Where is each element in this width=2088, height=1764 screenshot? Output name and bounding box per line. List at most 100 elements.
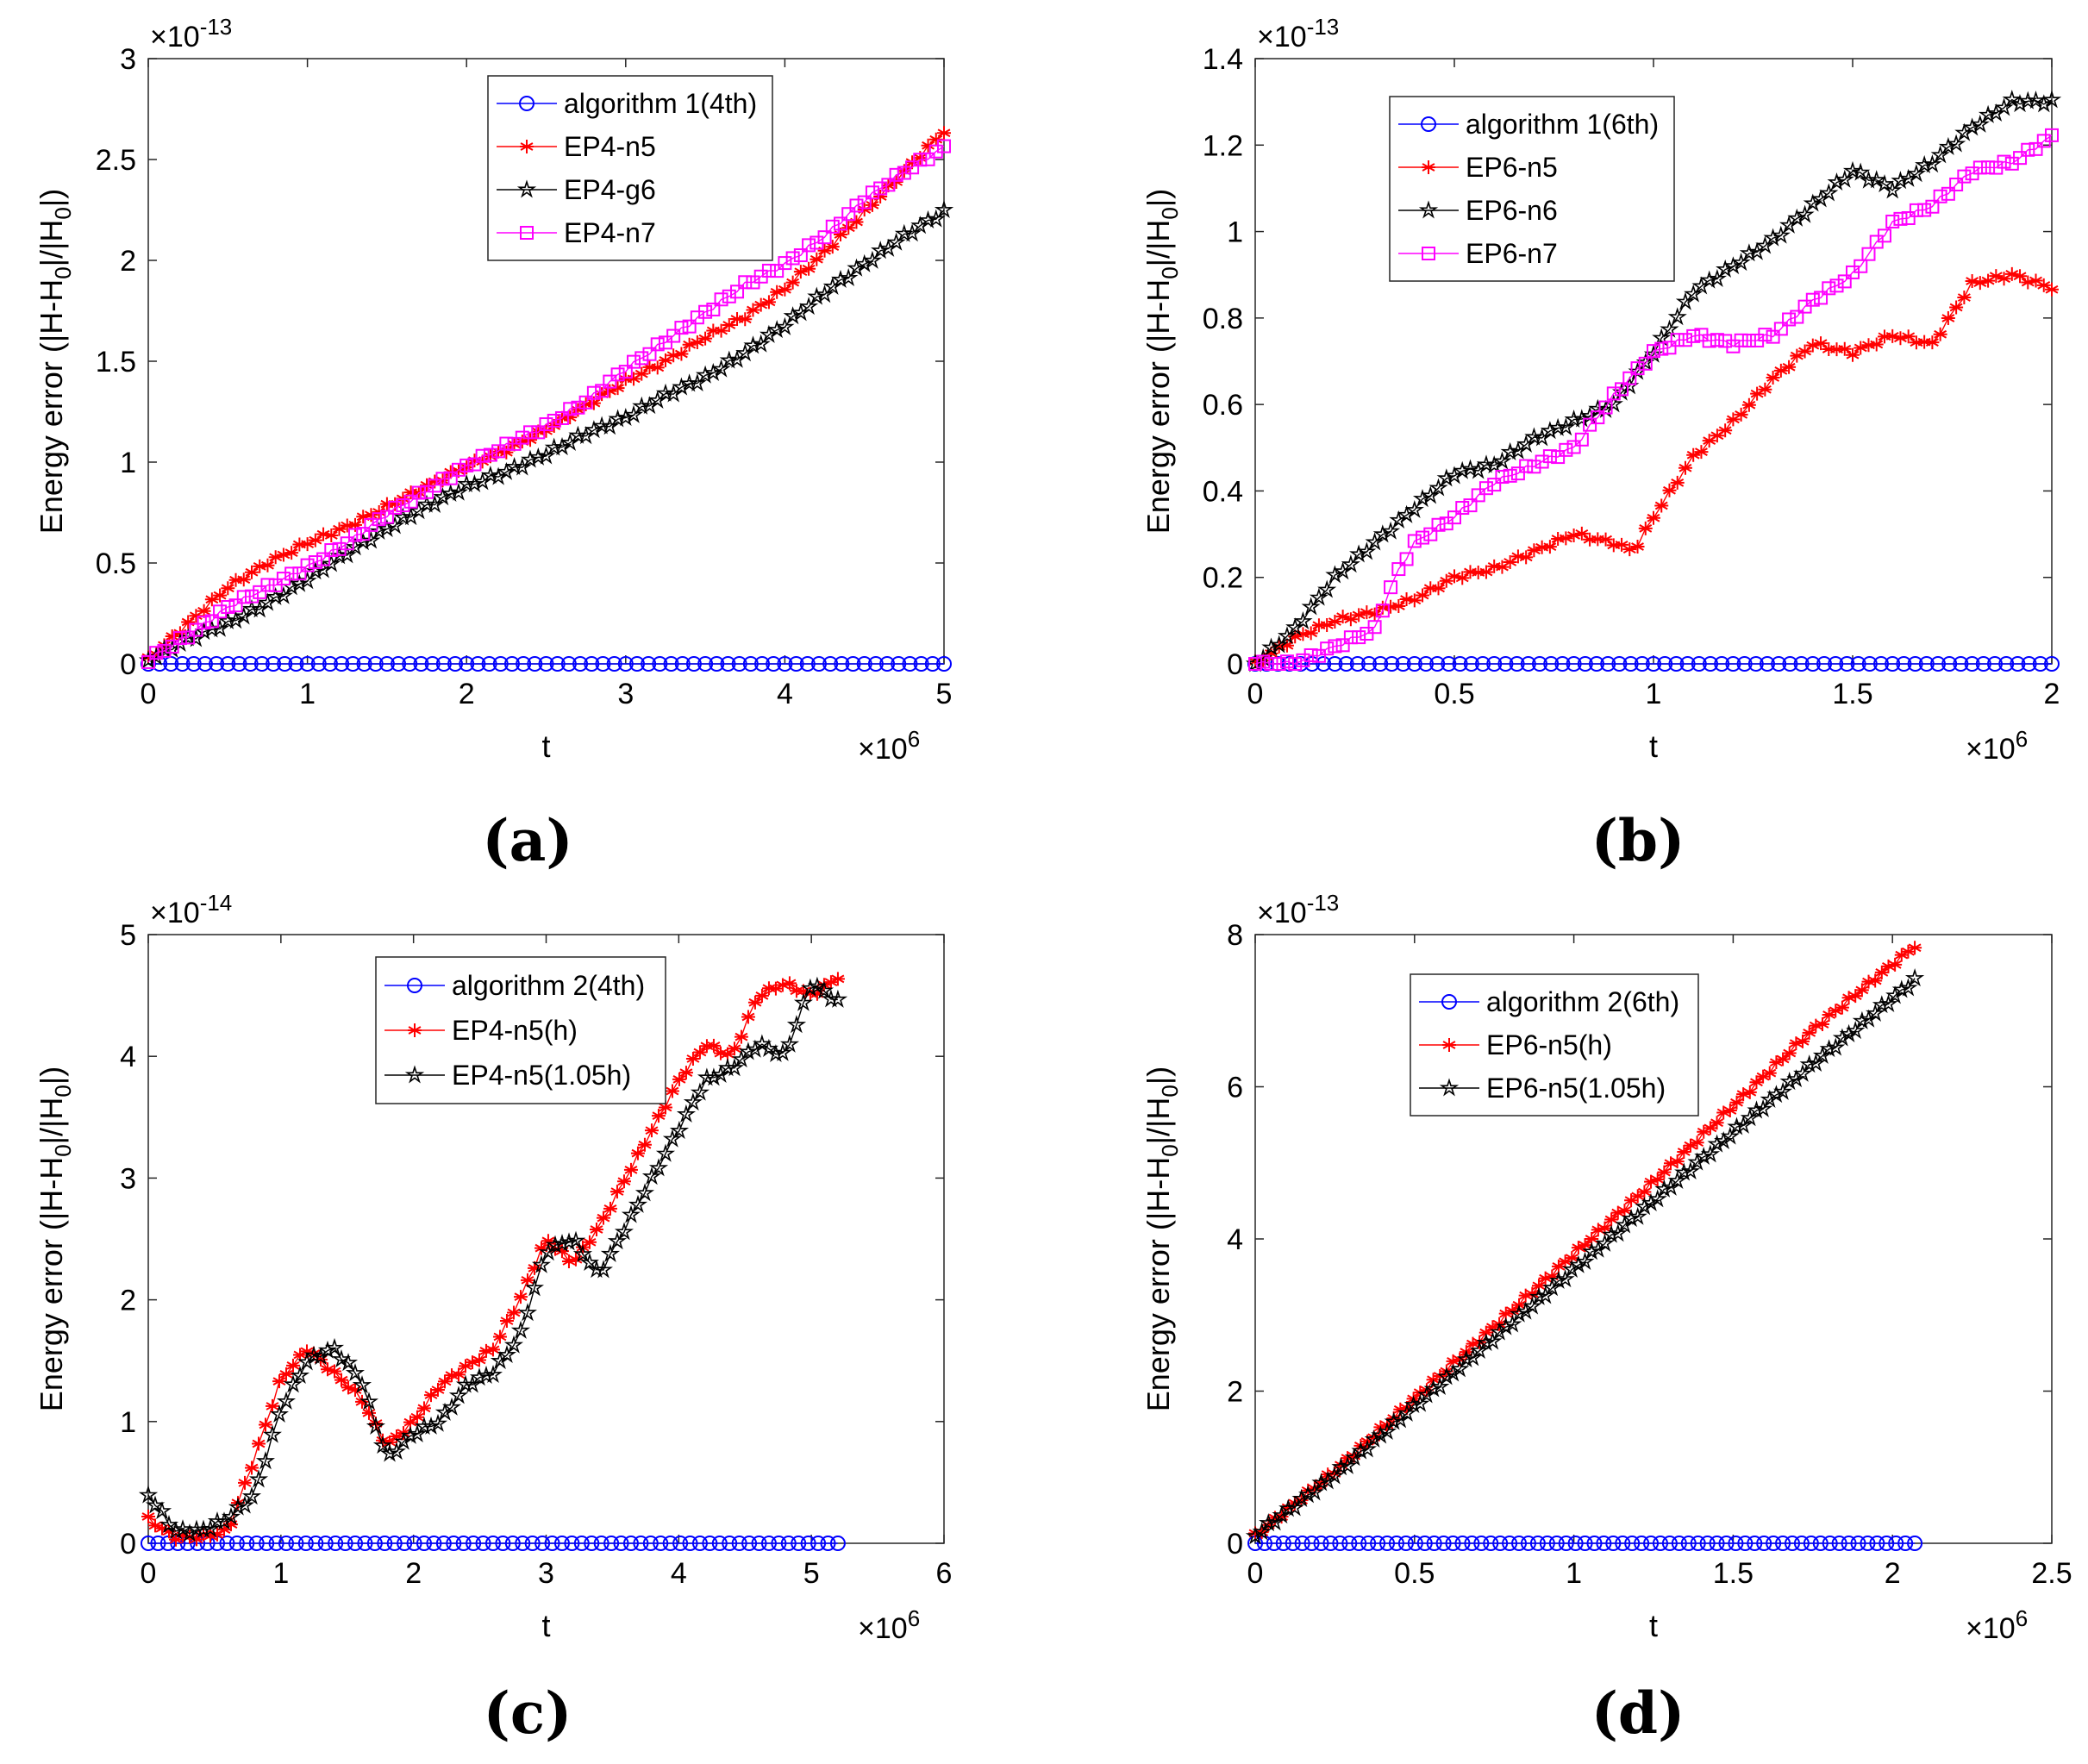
data-point — [635, 366, 649, 381]
data-point — [1634, 1536, 1650, 1551]
data-point — [1478, 481, 1493, 496]
x-tick-label: 1 — [1646, 678, 1662, 710]
data-point — [308, 555, 322, 570]
data-point — [1256, 654, 1271, 669]
data-point — [2010, 656, 2026, 672]
data-point — [1565, 1251, 1579, 1266]
data-point — [1331, 1457, 1351, 1476]
y-exponent: ×10-14 — [150, 890, 232, 929]
data-point — [703, 1067, 724, 1086]
data-point — [1252, 1522, 1272, 1541]
data-point — [568, 1252, 583, 1267]
data-point — [1766, 1085, 1786, 1104]
data-point — [1776, 1052, 1791, 1067]
data-point — [520, 1273, 535, 1287]
data-point — [1460, 459, 1480, 478]
data-point — [586, 396, 601, 410]
data-point — [181, 615, 196, 629]
data-point — [924, 656, 941, 672]
data-point — [268, 1536, 284, 1551]
data-point — [535, 1536, 551, 1551]
data-point — [347, 528, 362, 542]
data-point — [1772, 1081, 1793, 1100]
data-point — [1248, 654, 1262, 669]
data-point — [324, 543, 339, 558]
data-point — [1747, 241, 1767, 260]
data-point — [655, 383, 676, 402]
y-tick-label: 0.4 — [1203, 475, 1243, 508]
data-point — [823, 975, 838, 990]
data-point — [2045, 282, 2059, 297]
data-point — [197, 616, 211, 630]
data-point — [1998, 656, 2015, 672]
legend-entry: EP6-n5 — [1466, 152, 1558, 183]
data-point — [1965, 274, 1979, 288]
data-point — [1694, 445, 1709, 460]
data-point — [793, 248, 808, 263]
data-point — [1595, 1233, 1615, 1252]
data-point — [239, 1536, 255, 1551]
data-point — [510, 1320, 531, 1339]
data-point — [582, 1235, 597, 1249]
data-point — [1869, 337, 1884, 352]
data-point — [554, 1244, 569, 1259]
data-point — [451, 1367, 466, 1382]
data-point — [610, 1185, 624, 1199]
data-point — [1293, 611, 1313, 630]
data-point — [1527, 460, 1541, 474]
data-point — [334, 1373, 348, 1387]
series-0 — [1247, 1536, 1923, 1551]
data-point — [236, 590, 251, 604]
data-point — [584, 1536, 600, 1551]
y-tick-label: 0 — [120, 1528, 136, 1561]
data-point — [1891, 979, 1911, 998]
chart-panel-2: 0 1 2 3 4 5 6 0 1 2 3 4 5 ×10-14 ×106 t Energy error (|H… — [34, 890, 952, 1645]
data-point — [1303, 1536, 1320, 1551]
data-point — [443, 471, 458, 485]
data-point — [1378, 1421, 1397, 1441]
data-point — [1486, 656, 1503, 672]
data-point — [300, 558, 315, 572]
data-point — [1384, 656, 1400, 672]
data-point — [1664, 1156, 1678, 1171]
data-point — [1622, 371, 1637, 385]
data-point — [817, 243, 832, 258]
data-point — [650, 360, 665, 375]
data-point — [731, 1049, 752, 1068]
data-point — [248, 1536, 265, 1551]
data-point — [730, 285, 745, 299]
data-point — [1805, 292, 1820, 307]
legend-marker — [520, 140, 534, 153]
data-point — [455, 1536, 472, 1551]
data-point — [1602, 1224, 1622, 1243]
data-point — [1492, 451, 1512, 470]
legend-marker — [520, 226, 534, 240]
data-point — [1970, 114, 1990, 133]
data-point — [517, 1303, 537, 1322]
data-point — [831, 269, 851, 288]
data-point — [1395, 656, 1411, 672]
data-point — [1879, 1536, 1895, 1551]
data-point — [1577, 1536, 1593, 1551]
data-point — [1245, 1526, 1266, 1545]
data-point — [1407, 593, 1422, 608]
data-point — [1519, 459, 1534, 473]
data-point — [292, 566, 307, 581]
data-point — [372, 512, 386, 527]
data-point — [285, 1358, 300, 1373]
data-point — [578, 395, 593, 410]
data-point — [724, 1058, 745, 1077]
data-point — [1431, 581, 1446, 596]
data-point — [1779, 1072, 1799, 1091]
data-point — [586, 385, 601, 400]
data-point — [873, 181, 888, 196]
data-point — [1799, 1054, 1819, 1073]
data-point — [791, 303, 810, 322]
data-point — [810, 986, 824, 1001]
data-point — [738, 275, 753, 290]
data-point — [1873, 656, 1889, 672]
data-point — [1497, 656, 1514, 672]
data-point — [1771, 225, 1791, 244]
data-point — [428, 474, 442, 489]
y-axis-label: Energy error (|H-H0|/|H0|) — [1141, 189, 1183, 534]
